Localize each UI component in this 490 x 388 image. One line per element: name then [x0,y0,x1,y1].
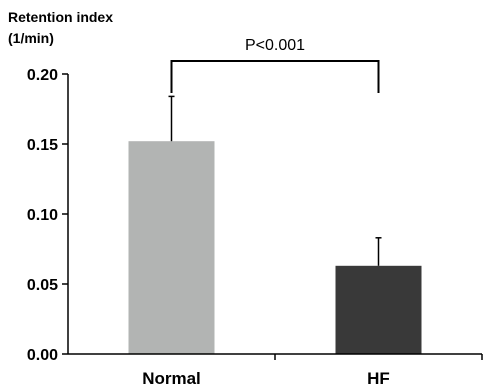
y-tick-label: 0.10 [27,207,58,224]
y-axis-label-line1: Retention index [8,9,114,25]
p-value-annotation: P<0.001 [245,37,305,54]
significance-bracket [170,60,380,93]
y-tick-label: 0.00 [27,347,58,364]
x-tick-label: Normal [142,369,201,388]
y-tick-label: 0.15 [27,137,58,154]
bar-hf [335,265,422,354]
y-axis-label-line2: (1/min) [8,30,54,46]
y-tick-label: 0.05 [27,277,58,294]
bar-normal [128,141,215,354]
x-tick-label: HF [367,369,390,388]
y-tick-label: 0.20 [27,67,58,84]
